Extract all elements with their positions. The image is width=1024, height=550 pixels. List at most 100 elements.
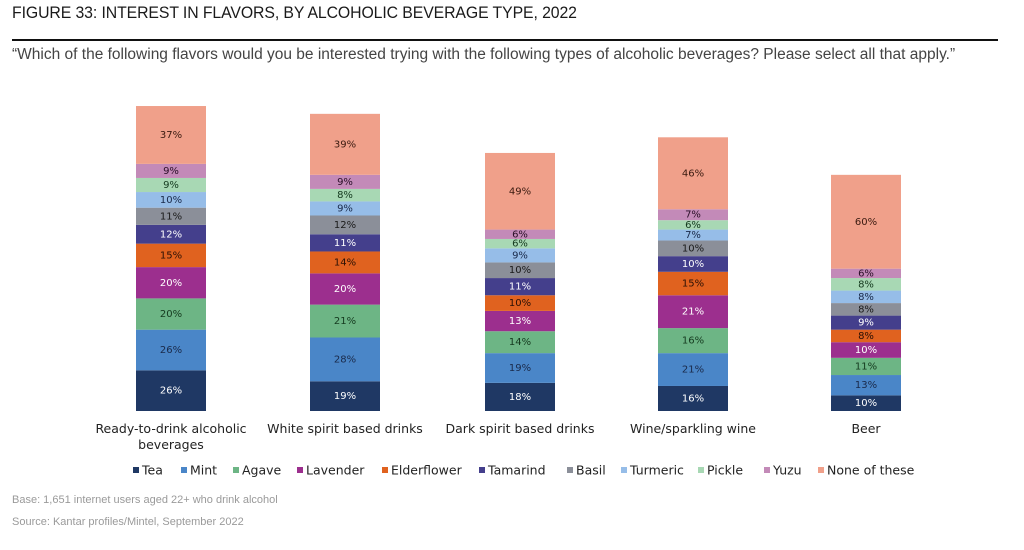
- data-label: 18%: [509, 392, 531, 403]
- data-label: 14%: [509, 337, 531, 348]
- bar-segment-elderflower: [485, 295, 555, 311]
- data-label: 6%: [512, 239, 528, 250]
- category-label: Ready-to-drink alcoholic: [95, 421, 246, 436]
- data-label: 60%: [855, 217, 877, 228]
- legend-label: Tea: [141, 463, 163, 478]
- data-label: 8%: [858, 279, 874, 290]
- bar-segment-tamarind: [658, 256, 728, 272]
- data-label: 10%: [855, 345, 877, 356]
- data-label: 26%: [160, 386, 182, 397]
- category-label: Dark spirit based drinks: [446, 421, 595, 436]
- category-label: White spirit based drinks: [267, 421, 423, 436]
- data-label: 21%: [334, 316, 356, 327]
- legend-swatch: [621, 467, 627, 473]
- legend-label: Lavender: [306, 463, 365, 478]
- data-label: 13%: [509, 316, 531, 327]
- data-label: 9%: [337, 203, 353, 214]
- bar-segment-tamarind: [485, 278, 555, 296]
- data-label: 8%: [858, 304, 874, 315]
- legend-swatch: [181, 467, 187, 473]
- legend-swatch: [382, 467, 388, 473]
- bar-segment-none-of-these: [485, 152, 555, 230]
- legend-item-turmeric: Turmeric: [621, 463, 684, 478]
- bar-segment-none-of-these: [831, 174, 901, 269]
- data-label: 15%: [160, 250, 182, 261]
- legend-swatch: [818, 467, 824, 473]
- bar-segment-turmeric: [658, 229, 728, 241]
- data-label: 12%: [334, 220, 356, 231]
- data-label: 20%: [160, 278, 182, 289]
- legend-swatch: [698, 467, 704, 473]
- bar-segment-mint: [485, 353, 555, 383]
- bar-segment-agave: [831, 357, 901, 376]
- bar-stack: 18%19%14%13%10%11%10%9%6%6%49%: [485, 152, 555, 411]
- bar-segment-tea: [658, 385, 728, 411]
- legend-item-tea: Tea: [133, 463, 163, 478]
- data-label: 9%: [512, 250, 528, 261]
- data-label: 28%: [334, 354, 356, 365]
- data-label: 39%: [334, 139, 356, 150]
- legend-swatch: [133, 467, 139, 473]
- bar-segment-turmeric: [831, 290, 901, 304]
- bar-segment-basil: [485, 262, 555, 279]
- bar-stack: 26% 26% 20% 20% 15% 12% 11% 10% 9% 9% 37%: [136, 106, 206, 411]
- legend: Tea Mint Agave Lavender Elderflower Tamarind B…: [133, 463, 915, 478]
- data-label: 49%: [509, 186, 531, 197]
- bar-segment-lavender: [658, 295, 728, 329]
- bar-segment-pickle: [485, 238, 555, 249]
- data-label: 9%: [163, 180, 179, 191]
- source-note: Source: Kantar profiles/Mintel, Septembe…: [12, 516, 244, 528]
- bar-segment-tamarind: [310, 234, 380, 252]
- data-label: 7%: [685, 210, 701, 221]
- legend-label: Yuzu: [772, 463, 802, 478]
- data-label: 6%: [858, 268, 874, 279]
- data-label: 46%: [682, 168, 704, 179]
- data-label: 21%: [682, 365, 704, 376]
- bar-segment-agave: [658, 328, 728, 354]
- legend-label: Pickle: [707, 463, 743, 478]
- data-label: 16%: [682, 393, 704, 404]
- bar-segment-yuzu: [310, 174, 380, 189]
- bar-segment-tamarind: [831, 315, 901, 330]
- legend-item-mint: Mint: [181, 463, 217, 478]
- bar-segment-turmeric: [136, 192, 206, 208]
- bars-group: 26% 26% 20% 20% 15% 12% 11% 10% 9% 9% 37% 19% 28% 21%…: [136, 106, 901, 411]
- title-divider: [12, 39, 998, 41]
- legend-label: Agave: [242, 463, 282, 478]
- data-label: 6%: [512, 229, 528, 240]
- bar-segment-lavender: [485, 310, 555, 332]
- legend-item-agave: Agave: [233, 463, 282, 478]
- data-label: 20%: [160, 309, 182, 320]
- legend-swatch: [233, 467, 239, 473]
- data-label: 14%: [334, 257, 356, 268]
- category-label: Wine/sparkling wine: [630, 421, 756, 436]
- legend-label: None of these: [827, 463, 915, 478]
- bar-segment-elderflower: [831, 329, 901, 343]
- bar-segment-agave: [485, 331, 555, 354]
- bar-segment-pickle: [831, 278, 901, 291]
- bar-segment-lavender: [310, 273, 380, 305]
- legend-label: Elderflower: [391, 463, 463, 478]
- data-label: 13%: [855, 380, 877, 391]
- category-label: beverages: [138, 437, 204, 452]
- bar-segment-tea: [310, 381, 380, 411]
- legend-label: Mint: [190, 463, 217, 478]
- data-label: 8%: [337, 190, 353, 201]
- category-label: Beer: [851, 421, 881, 436]
- data-label: 9%: [337, 177, 353, 188]
- bar-segment-mint: [831, 375, 901, 396]
- survey-question: “Which of the following flavors would yo…: [12, 46, 956, 63]
- bar-segment-lavender: [136, 267, 206, 299]
- bar-segment-tea: [831, 395, 901, 411]
- data-label: 12%: [160, 229, 182, 240]
- bar-segment-basil: [658, 240, 728, 257]
- bar-segment-lavender: [831, 342, 901, 358]
- legend-swatch: [479, 467, 485, 473]
- bar-segment-none-of-these: [658, 137, 728, 210]
- data-label: 6%: [685, 220, 701, 231]
- data-label: 10%: [855, 398, 877, 409]
- bar-segment-elderflower: [310, 251, 380, 274]
- legend-item-none-of-these: None of these: [818, 463, 915, 478]
- bar-stack: 10%13%11%10%8%9%8%8%8%6%60%: [831, 174, 901, 411]
